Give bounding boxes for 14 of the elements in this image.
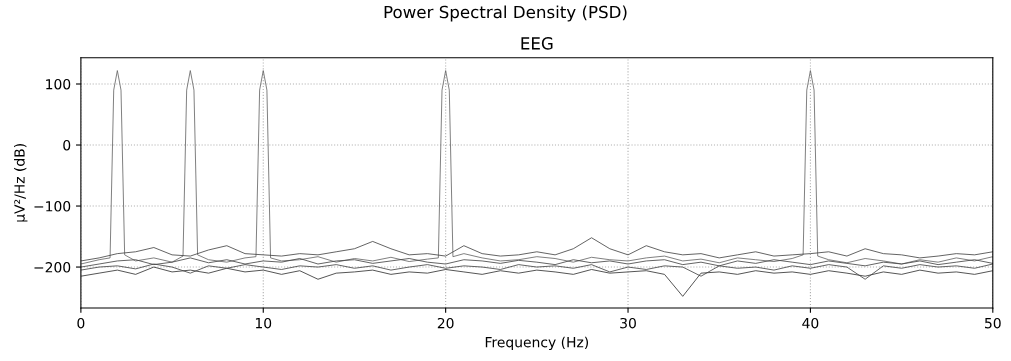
y-tick-label: −200: [34, 262, 71, 273]
x-axis-title: Frequency (Hz): [485, 336, 589, 351]
y-tick-label: −100: [34, 201, 71, 212]
y-tick-label: 100: [46, 78, 71, 90]
x-tick-label: 20: [437, 317, 454, 329]
y-axis-title: µV²/Hz (dB): [14, 144, 28, 222]
y-tick-label: 0: [63, 139, 71, 151]
x-tick-label: 50: [985, 317, 1001, 329]
x-tick-label: 40: [802, 317, 819, 329]
x-tick-label: 10: [255, 317, 272, 329]
chart-title: Power Spectral Density (PSD): [384, 5, 627, 22]
chart-subtitle: EEG: [521, 37, 553, 50]
x-tick-label: 30: [620, 317, 636, 329]
x-tick-label: 0: [77, 317, 85, 329]
